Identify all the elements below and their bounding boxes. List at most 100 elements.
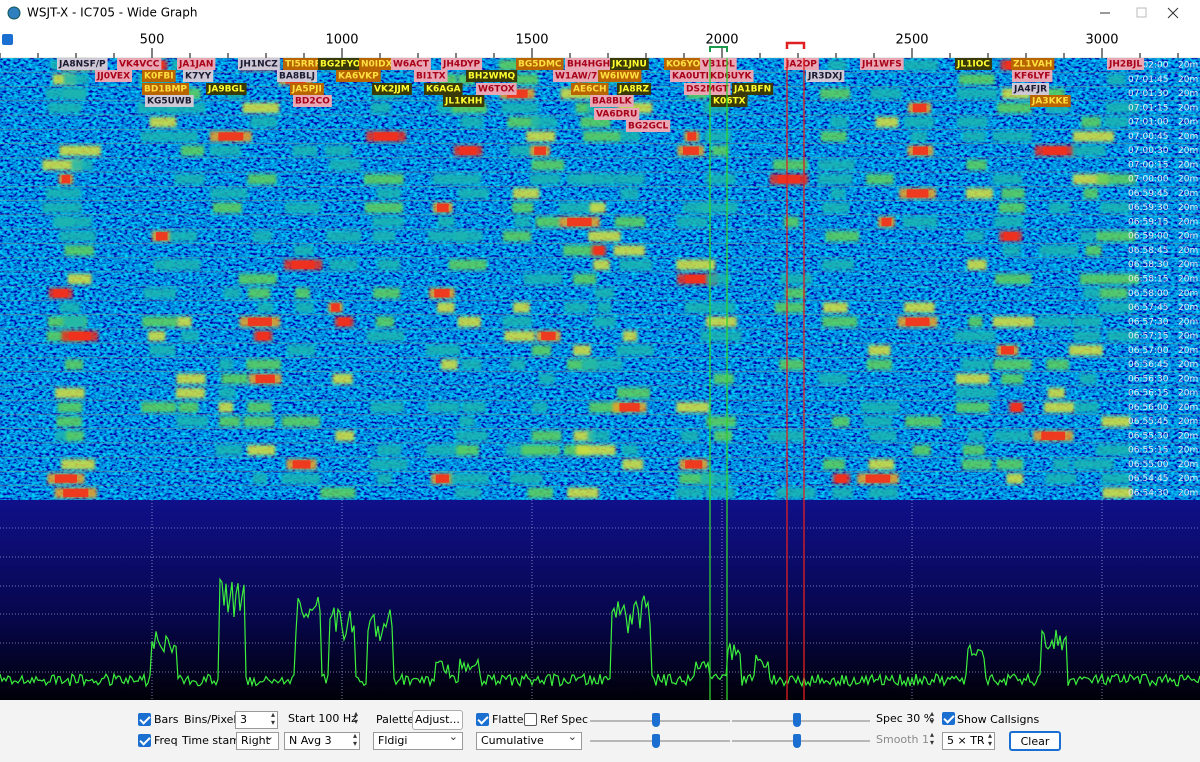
signal-blob [968, 316, 983, 327]
signal-blob [450, 473, 489, 484]
band: 20m [1178, 118, 1198, 128]
bins-pixel-value: 3 [240, 713, 247, 726]
signal-blob [820, 88, 850, 99]
timestamp: 06:58:45 [1128, 246, 1168, 256]
clear-button[interactable]: Clear [1009, 731, 1061, 751]
signal-blob [54, 430, 72, 441]
signal-blob [992, 174, 1023, 185]
callsign-background [684, 83, 731, 95]
signal-blob [521, 444, 560, 456]
time-stamp-combo[interactable]: Right [236, 731, 279, 750]
signal-blob [218, 359, 234, 370]
slider-handle[interactable] [793, 713, 801, 727]
signal-blob [992, 316, 1035, 327]
signal-blob [294, 245, 314, 256]
signal-blob [1052, 459, 1071, 470]
signal-blob [779, 273, 813, 285]
signal-blob [437, 216, 455, 228]
signal-blob [1099, 288, 1128, 299]
callsign-background [590, 95, 634, 107]
callsign-label: JH1WFS [861, 60, 902, 70]
callsign-background [145, 95, 194, 107]
signal-blob [902, 216, 938, 228]
show-callsigns-checkbox[interactable] [942, 712, 955, 725]
signal-blob [174, 174, 205, 185]
band: 20m [1178, 446, 1198, 456]
callsign-background [594, 108, 640, 120]
signal-blob [176, 373, 206, 384]
bars-checkbox[interactable] [138, 713, 151, 726]
freq-checkbox[interactable] [138, 734, 151, 747]
close-button[interactable] [1167, 7, 1179, 19]
callsign-label: JA8NSF/P [58, 60, 106, 70]
bins-pixel-spin[interactable]: 3 [235, 711, 278, 729]
signal-blob [1038, 316, 1071, 327]
axis-checkbox[interactable] [2, 34, 13, 45]
signal-blob [592, 316, 616, 327]
signal-blob [372, 216, 405, 228]
band: 20m [1178, 260, 1198, 270]
signal-blob [1101, 473, 1131, 484]
callsign-label: JA9BGL [207, 85, 245, 95]
signal-blob [531, 430, 562, 441]
signal-core [534, 146, 546, 155]
signal-blob [968, 430, 985, 441]
time-stamp-value: Right [241, 734, 270, 747]
signal-core [777, 175, 801, 184]
signal-blob [295, 302, 314, 313]
signal-core [54, 474, 77, 483]
signal-blob [587, 102, 615, 114]
band: 20m [1178, 389, 1198, 399]
signal-blob [153, 259, 171, 270]
flatten-checkbox[interactable] [476, 713, 489, 726]
signal-blob [501, 102, 539, 114]
signal-blob [459, 416, 475, 427]
slider-handle[interactable] [793, 734, 801, 748]
timestamp: 07:02:00 [1128, 61, 1169, 71]
signal-blob [63, 88, 86, 99]
band: 20m [1178, 61, 1198, 71]
signal-blob [773, 159, 808, 171]
signal-blob [616, 387, 651, 399]
timestamp: 07:00:15 [1128, 160, 1168, 170]
spec-spin[interactable]: Spec 30 % [872, 710, 936, 729]
signal-blob [580, 117, 611, 128]
slider-handle[interactable] [652, 713, 660, 727]
signal-core [687, 132, 697, 141]
signal-blob [832, 416, 850, 427]
rx-bracket [709, 46, 728, 52]
n-avg-spin[interactable]: N Avg 3 [284, 732, 360, 750]
signal-core [218, 132, 244, 141]
signal-blob [997, 102, 1032, 114]
signal-blob [209, 145, 242, 156]
signal-blob [55, 387, 85, 399]
timestamp: 06:58:30 [1128, 260, 1169, 270]
signal-blob [818, 373, 849, 384]
signal-blob [994, 430, 1030, 441]
spectrum-mode-combo[interactable]: Cumulative [476, 731, 582, 750]
ref-spec-checkbox[interactable] [524, 713, 537, 726]
callsign-background [806, 70, 845, 82]
signal-blob [830, 117, 848, 128]
maximize-button[interactable] [1136, 7, 1147, 18]
signal-blob [140, 131, 174, 142]
signal-core [68, 331, 91, 341]
adjust-button[interactable]: Adjust... [412, 710, 463, 730]
callsign-background [238, 58, 280, 70]
signal-blob [904, 302, 935, 313]
signal-blob [823, 459, 845, 470]
palette-combo[interactable]: Fldigi [373, 731, 463, 750]
band: 20m [1178, 289, 1198, 299]
timestamp: 06:55:15 [1128, 446, 1168, 456]
signal-blob [1001, 188, 1025, 199]
signal-blob [1072, 145, 1106, 156]
tr-spin[interactable]: 5 × TR [942, 732, 995, 750]
slider-handle[interactable] [652, 734, 660, 748]
signal-blob [510, 473, 543, 484]
start-spin[interactable]: Start 100 Hz [284, 710, 360, 729]
signal-blob [583, 131, 622, 142]
signal-blob [821, 202, 850, 213]
signal-core [912, 103, 927, 113]
signal-blob [1073, 459, 1114, 470]
signal-blob [137, 102, 177, 114]
